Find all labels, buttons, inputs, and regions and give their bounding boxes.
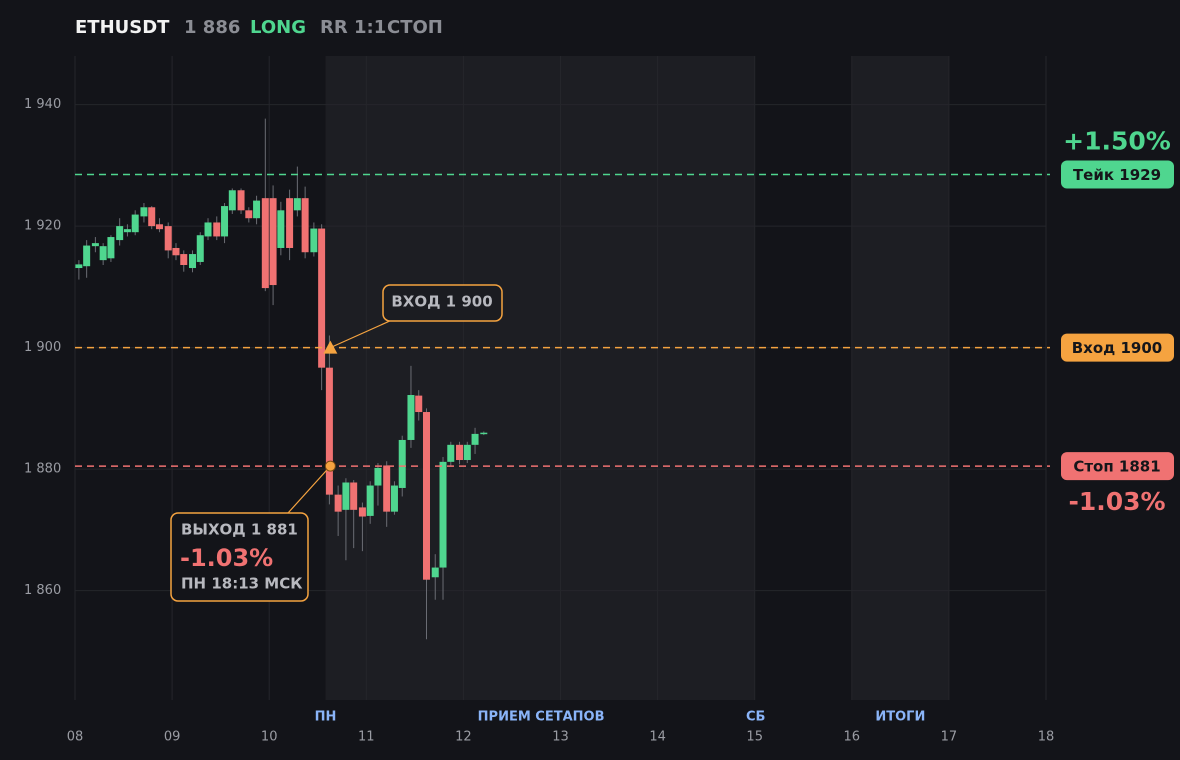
candle-body [107,237,115,259]
candle-body [456,444,464,461]
candle-body [91,243,99,247]
candle-body [180,254,188,265]
price: 1 886 [184,17,240,38]
y-tick-label: 1 900 [24,340,61,355]
candle-body [325,367,333,495]
candle-body [480,432,488,435]
candle-body [213,222,221,237]
candle-body [99,246,107,261]
x-tick-label: 17 [941,730,958,745]
candle-body [463,444,471,461]
session-label: СБ [746,710,765,725]
candle-body [398,439,406,488]
candle-body [123,229,131,233]
candle-body [358,507,366,517]
candle-body [407,395,415,440]
candle-body [318,228,326,368]
candle-body [286,198,294,248]
x-tick-label: 15 [746,730,763,745]
candle-body [221,206,229,237]
x-tick-label: 13 [552,730,569,745]
candle-body [310,228,318,253]
candle-body [366,485,374,516]
x-tick-label: 11 [358,730,375,745]
y-tick-label: 1 880 [24,462,61,477]
candle-body [301,198,309,253]
x-tick-label: 10 [261,730,278,745]
x-tick-label: 08 [67,730,84,745]
level-tag [1061,160,1174,189]
level-label: Тейк 1929 [1073,166,1161,184]
x-tick-label: 09 [164,730,181,745]
session-label: ПРИЕМ СЕТАПОВ [478,710,605,725]
entry-connector [330,319,393,349]
status: СТОП [387,17,443,38]
symbol: ETHUSDT [75,17,170,38]
risk-reward: RR 1:1 [320,17,386,38]
candle-body [431,567,439,578]
exit-callout [170,512,309,602]
exit-marker [324,460,336,472]
candle-body [383,465,391,512]
candle-body [439,461,447,568]
candle-body [253,200,261,219]
candle-body [155,224,163,230]
candle-body [269,198,277,286]
entry-marker [323,340,338,354]
candle-body [447,444,455,462]
exit-change: -1.03% [180,544,273,572]
candle-body [245,210,253,219]
exit-connector [287,465,331,514]
candle-body [277,210,285,248]
candle-body [415,395,423,413]
candle-body [131,214,139,233]
side: LONG [250,17,306,38]
entry-callout [382,284,503,322]
y-tick-label: 1 940 [24,97,61,112]
candle-body [75,264,83,269]
entry-label: ВХОД 1 900 [391,293,492,311]
candle-body [148,207,156,227]
candle-body [334,494,342,512]
candle-body [261,198,269,289]
x-tick-label: 18 [1038,730,1055,745]
candle-body [390,485,398,512]
candle-body [350,482,358,510]
y-tick-label: 1 860 [24,583,61,598]
candle-body [471,433,479,445]
candle-body [140,207,148,217]
level-change: -1.03% [1068,487,1165,516]
x-tick-label: 14 [649,730,666,745]
level-label: Вход 1900 [1072,339,1163,357]
candle-body [374,467,382,486]
level-label: Стоп 1881 [1073,458,1160,476]
session-shade [325,56,755,700]
candle-body [196,235,204,262]
candle-body [164,226,172,251]
candle-body [423,412,431,580]
level-tag [1061,333,1174,362]
session-label: ИТОГИ [875,710,925,725]
y-tick-label: 1 920 [24,219,61,234]
session-shade [851,56,949,700]
candle-body [172,247,180,256]
candle-body [228,190,236,211]
candle-body [342,482,350,510]
x-tick-label: 12 [455,730,472,745]
candle-body [237,190,245,211]
candle-body [116,226,124,241]
level-change: +1.50% [1063,126,1171,155]
candle-body [293,198,301,211]
session-label: ПН [315,710,337,725]
candle-body [83,245,91,267]
exit-label: ВЫХОД 1 881 [181,521,298,539]
x-tick-label: 16 [844,730,861,745]
candle-body [204,222,212,237]
candle-body [188,254,196,269]
exit-time: ПН 18:13 МСК [181,575,303,593]
level-tag [1061,452,1174,481]
